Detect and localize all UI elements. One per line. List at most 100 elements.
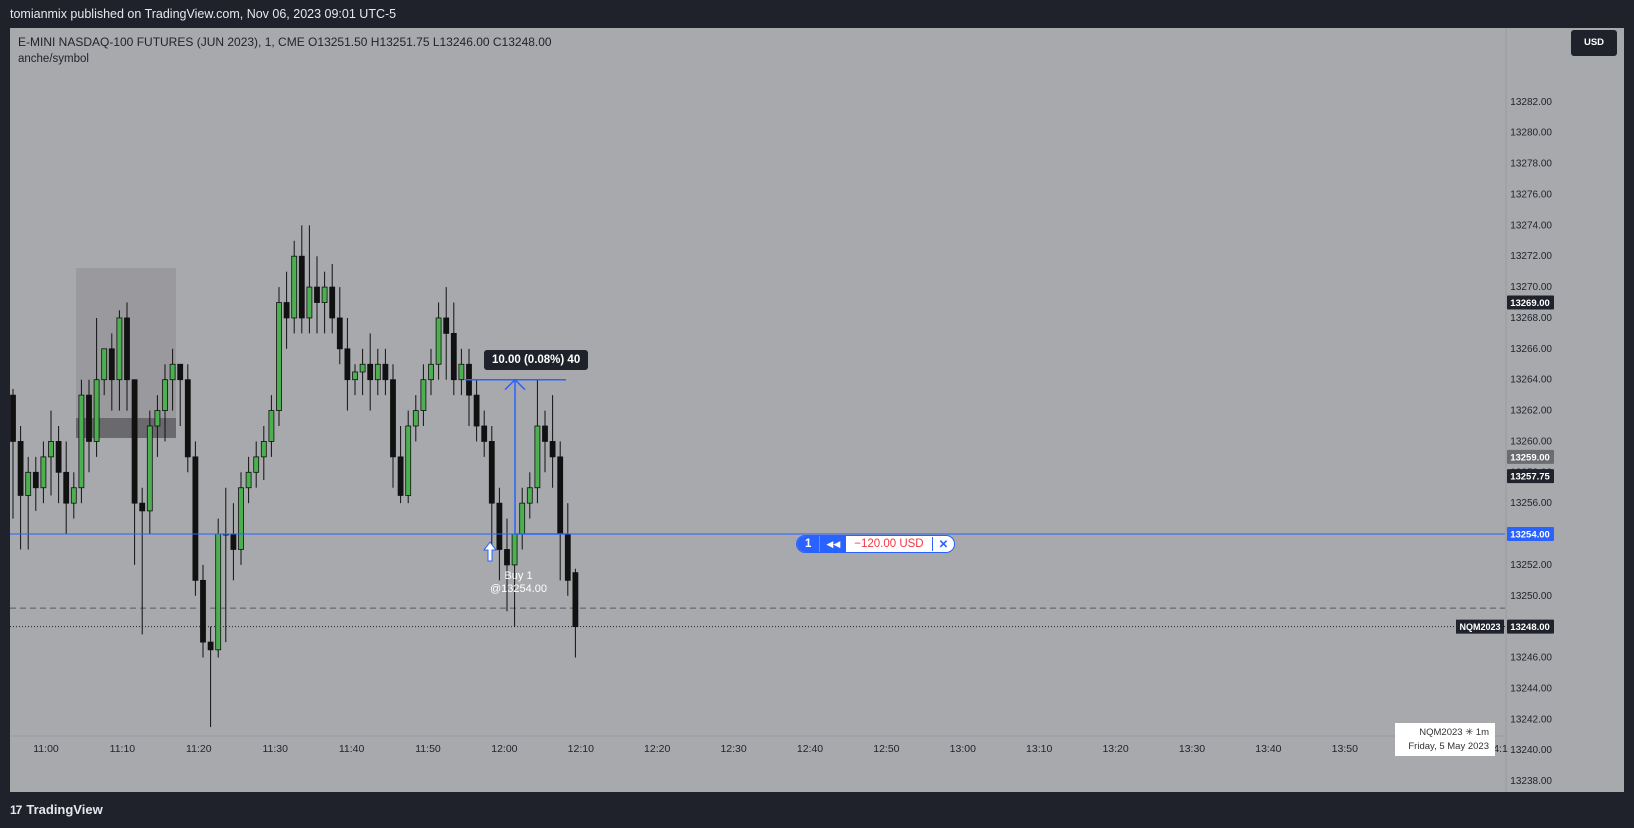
candle-body (557, 456, 564, 535)
y-tick-label: 13276.00 (1510, 189, 1552, 200)
x-tick-label: 11:50 (415, 743, 441, 755)
price-label: 13257.75 (1510, 472, 1550, 483)
candle-body (253, 456, 260, 473)
candle-body (496, 502, 503, 550)
y-tick-label: 13260.00 (1510, 436, 1552, 447)
y-tick-label: 13270.00 (1510, 282, 1552, 293)
footer-bar: 17 TradingView (0, 794, 1634, 828)
candle-body (336, 317, 343, 350)
y-tick-label: 13272.00 (1510, 251, 1552, 262)
chart-area[interactable]: 13238.00 13240.00 13242.00 13244.00 13246.00… (10, 28, 1624, 792)
y-tick-label: 13262.00 (1510, 406, 1552, 417)
candle-body (169, 363, 176, 381)
y-tick-label: 13266.00 (1510, 344, 1552, 355)
candle-body (177, 363, 184, 381)
candle-body (32, 471, 39, 489)
candle-body (473, 394, 480, 427)
y-tick-label: 13238.00 (1510, 776, 1552, 787)
candle-body (329, 286, 336, 319)
close-icon[interactable]: ✕ (931, 537, 955, 551)
x-tick-label: 12:10 (568, 743, 594, 755)
candle-body (93, 379, 100, 442)
legend-sub-line: anche/symbol (18, 53, 89, 65)
position-widget[interactable]: 1 ◀◀ −120.00 USD ✕ (796, 535, 956, 553)
candle-body (435, 317, 442, 365)
symbol-legend: E-MINI NASDAQ-100 FUTURES (JUN 2023), 1,… (18, 34, 552, 68)
candle-body (534, 425, 541, 489)
candle-body (481, 425, 488, 442)
candle-body (397, 456, 404, 496)
position-qty[interactable]: 1 (797, 536, 820, 552)
x-tick-label: 12:00 (491, 743, 517, 755)
candle-body (519, 502, 526, 535)
candle-body (306, 286, 313, 319)
candle-body (184, 379, 191, 458)
candle-body (124, 317, 130, 381)
x-tick-label: 12:40 (797, 743, 823, 755)
price-label: 13254.00 (1510, 530, 1550, 541)
price-label-bg (1507, 295, 1554, 310)
candle-body (374, 363, 381, 381)
candle-body (367, 363, 374, 381)
price-label-bg (1507, 619, 1554, 634)
x-tick-label: 11:20 (186, 743, 212, 755)
candle-body (200, 579, 206, 643)
candle-body (25, 471, 32, 496)
candle-body (48, 441, 54, 458)
candle-body (86, 394, 92, 442)
publish-header: tomianmix published on TradingView.com, … (0, 0, 1634, 28)
candle-body (390, 379, 396, 458)
candle-body (283, 302, 290, 319)
y-tick-label: 13244.00 (1510, 683, 1552, 694)
y-tick-label: 13268.00 (1510, 313, 1552, 324)
candle-body (526, 487, 533, 504)
y-tick-label: 13264.00 (1510, 375, 1552, 386)
candle-body (276, 302, 282, 411)
x-tick-label: 11:10 (110, 743, 136, 755)
tradingview-logo[interactable]: 17 TradingView (10, 802, 103, 817)
candle-body (344, 348, 351, 381)
x-tick-label: 12:30 (720, 743, 746, 755)
candle-body (405, 425, 412, 496)
candle-body (420, 379, 427, 411)
x-tick-label: 11:40 (339, 743, 365, 755)
candle-body (450, 332, 457, 381)
info-box-symbol: NQM2023 ✳ 1m (1419, 727, 1489, 738)
candle-body (101, 348, 108, 381)
y-tick-label: 13278.00 (1510, 159, 1552, 170)
y-tick-label: 13246.00 (1510, 653, 1552, 664)
position-pnl: −120.00 USD (854, 538, 924, 550)
candle-body (245, 471, 252, 489)
candle-body (230, 533, 237, 550)
candle-body (154, 410, 161, 427)
candle-body (412, 410, 419, 427)
y-tick-label: 13240.00 (1510, 745, 1552, 756)
candle-body (542, 425, 548, 442)
candle-body (443, 317, 450, 334)
measure-arrow-icon (504, 378, 526, 391)
price-chart[interactable]: 13238.00 13240.00 13242.00 13244.00 13246.00… (10, 28, 1624, 792)
candle-body (511, 533, 518, 566)
candle-body (352, 371, 358, 381)
candle-body (162, 379, 168, 411)
x-tick-label: 12:20 (644, 743, 670, 755)
candle-body (10, 394, 16, 442)
candle-body (40, 456, 47, 489)
y-tick-label: 13274.00 (1510, 220, 1552, 231)
candle-body (192, 456, 199, 581)
x-tick-label: 12:50 (873, 743, 899, 755)
candle-body (139, 502, 146, 512)
price-label-bg (1507, 469, 1554, 484)
y-tick-label: 13256.00 (1510, 498, 1552, 509)
tradingview-logo-text: TradingView (26, 802, 103, 817)
symbol-tag: NQM2023 (1459, 622, 1500, 632)
candle-body (63, 471, 70, 504)
candle-body (17, 441, 24, 496)
reverse-icon[interactable]: ◀◀ (819, 536, 847, 552)
candle-body (131, 379, 138, 504)
currency-button[interactable]: USD (1571, 30, 1617, 56)
candle-body (215, 533, 222, 651)
x-tick-label: 13:30 (1179, 743, 1205, 755)
buy-arrow-icon (483, 541, 497, 562)
info-box-date: Friday, 5 May 2023 (1408, 741, 1489, 752)
